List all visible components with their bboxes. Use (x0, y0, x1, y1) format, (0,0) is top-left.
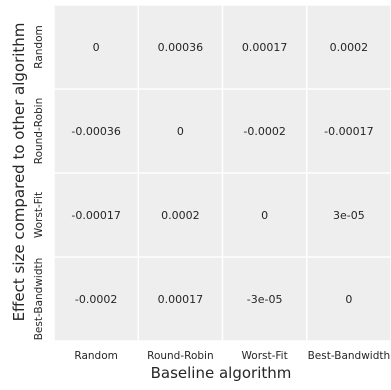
x-tick-label-best-bandwidth: Best-Bandwidth (308, 350, 391, 362)
cell-value-label: -0.0002 (75, 293, 117, 306)
heatmap-cell-worst-fit-worst-fit (223, 173, 306, 257)
heatmap-cell-labels: 0 0.00036 0.00017 0.0002 -0.00036 0 -0.0002 -0.… (71, 41, 373, 306)
heatmap-cell-round-robin-worst-fit (223, 89, 306, 173)
heatmap-cell-random-round-robin (139, 5, 222, 89)
heatmap-cell-best-bandwidth-best-bandwidth (307, 257, 391, 341)
cell-value-label: 0.00017 (158, 293, 204, 306)
y-tick-label-worst-fit: Worst-Fit (33, 192, 45, 238)
y-axis-label: Effect size compared to other algorithm (10, 23, 28, 322)
y-tick-label-best-bandwidth: Best-Bandwidth (33, 258, 45, 341)
heatmap-cell-random-best-bandwidth (307, 5, 391, 89)
y-tick-label-round-robin: Round-Robin (33, 98, 45, 165)
x-tick-label-round-robin: Round-Robin (147, 350, 214, 362)
cell-value-label: -0.00017 (71, 209, 120, 222)
cell-value-label: 0 (93, 41, 100, 54)
cell-value-label: -3e-05 (247, 293, 283, 306)
x-tick-label-worst-fit: Worst-Fit (242, 350, 288, 362)
cell-value-label: 3e-05 (333, 209, 365, 222)
cell-value-label: -0.0002 (243, 125, 285, 138)
heatmap-cell-round-robin-best-bandwidth (307, 89, 391, 173)
cell-value-label: 0 (261, 209, 268, 222)
y-tick-labels: Random Round-Robin Worst-Fit Best-Bandwidth (33, 25, 45, 340)
x-tick-label-random: Random (74, 350, 117, 362)
heatmap-cell-round-robin-round-robin (139, 89, 222, 173)
cell-value-label: 0.0002 (161, 209, 200, 222)
cell-value-label: 0.00036 (158, 41, 204, 54)
cell-value-label: -0.00036 (71, 125, 120, 138)
heatmap-cell-worst-fit-random (54, 173, 138, 257)
heatmap-cell-round-robin-random (54, 89, 138, 173)
heatmap-cell-best-bandwidth-random (54, 257, 138, 341)
heatmap-cell-worst-fit-best-bandwidth (307, 173, 391, 257)
cell-value-label: 0.00017 (242, 41, 288, 54)
cell-value-label: -0.00017 (324, 125, 373, 138)
cell-value-label: 0 (345, 293, 352, 306)
heatmap-cell-random-random (54, 5, 138, 89)
cell-value-label: 0.0002 (330, 41, 369, 54)
x-axis-label: Baseline algorithm (151, 364, 292, 382)
heatmap-cells (54, 5, 391, 341)
heatmap-cell-best-bandwidth-worst-fit (223, 257, 306, 341)
cell-value-label: 0 (177, 125, 184, 138)
heatmap-cell-best-bandwidth-round-robin (139, 257, 222, 341)
y-tick-label-random: Random (33, 25, 45, 68)
x-tick-labels: Random Round-Robin Worst-Fit Best-Bandwidth (74, 350, 390, 362)
heatmap-cell-random-worst-fit (223, 5, 306, 89)
heatmap-cell-worst-fit-round-robin (139, 173, 222, 257)
